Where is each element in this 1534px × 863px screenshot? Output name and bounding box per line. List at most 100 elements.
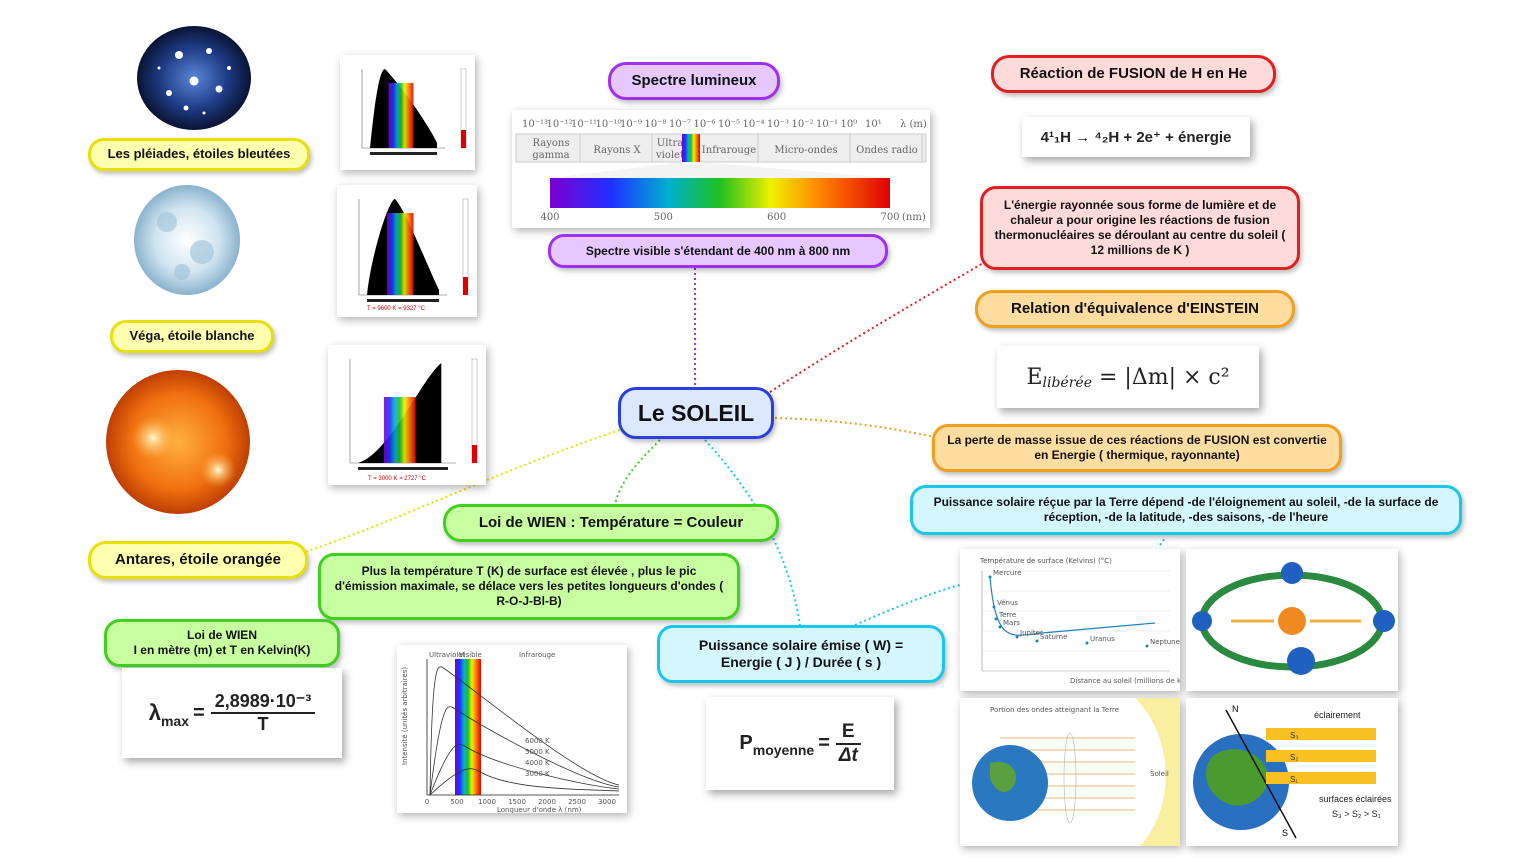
spectrum-exponent: 10⁻¹³ (522, 119, 548, 130)
center-title: Le SOLEIL (618, 387, 774, 439)
light-band-label: S₃ (1290, 731, 1299, 740)
vega-caption: T = 9600 K = 9327 °C (367, 306, 425, 312)
spectrum-band-label: Ultra (657, 138, 683, 149)
spectrum-exponent: 10⁻⁷ (669, 119, 691, 130)
antares-caption: T = 3000 K = 2727 °C (368, 476, 426, 482)
planet-point (992, 605, 996, 609)
thermometer-fill (472, 445, 477, 463)
spectrum-exponent: 10⁻¹² (547, 119, 573, 130)
wien-y-label: Intensité (unités arbitraires) (401, 667, 409, 765)
spectrum-visible-slice (682, 134, 700, 162)
nm-unit: (nm) (902, 212, 926, 223)
spectrum-exponent: 10⁰ (841, 119, 858, 130)
wien-x-tick: 2000 (538, 798, 556, 806)
connector-received-top (1159, 537, 1166, 546)
spectrum-exponent: 10⁻¹ (816, 119, 838, 130)
planck-caption-bar (370, 152, 437, 155)
spectrum-band-strip (515, 133, 927, 163)
planet-point (994, 617, 998, 621)
spectrum-exponent: 10⁻⁴ (743, 119, 765, 130)
vega-image (134, 185, 240, 295)
spectrum-exponent: 10⁻⁸ (645, 119, 667, 130)
antares-spectrum-chart: T = 3000 K = 2727 °C (328, 345, 486, 485)
einstein-title: Relation d'équivalence d'EINSTEIN (975, 290, 1295, 328)
seasons-diagram (1186, 549, 1398, 691)
spectrum-band-label: Rayons X (593, 145, 641, 156)
planck-caption-bar (358, 467, 448, 470)
light-band (1266, 772, 1376, 784)
temp-x-label: Distance au soleil (millions de km) (1070, 677, 1180, 685)
nm-tick-label: 700 (880, 212, 899, 223)
planck-visible-band (387, 213, 414, 295)
antares-planck-curve (349, 358, 478, 470)
rays-svg: Portion des ondes atteignant la Terre Sol… (972, 698, 1180, 846)
wien-region-label: Visible (459, 651, 482, 659)
spectrum-zoom-cone (550, 162, 890, 178)
planet-label: Vénus (997, 599, 1018, 607)
power-formula: P moyenne = E Δt (706, 697, 894, 790)
ray-lens (1063, 732, 1077, 824)
planet-label: Saturne (1040, 633, 1067, 641)
wien-lambda-sub: max (160, 713, 189, 729)
vega-spectrum-chart: T = 9600 K = 9327 °C (337, 185, 477, 317)
planet-label: Mercure (993, 569, 1021, 577)
spectrum-exponent: 10⁻⁵ (718, 119, 740, 130)
wien-formula: λ max = 2,8989·10⁻³ T (122, 668, 342, 758)
spectrum-band-label: gamma (532, 150, 569, 161)
thermometer-fill (461, 130, 466, 148)
planet-point (988, 575, 992, 579)
wien-denominator: T (257, 714, 269, 734)
einstein-formula: E libérée = |Δm| × c² (997, 346, 1259, 408)
wien-curve (429, 706, 620, 796)
earth-axis (1225, 709, 1297, 839)
visible-gradient-bar (550, 178, 890, 208)
spectrum-exponent: 10¹ (865, 119, 882, 130)
planet-label: Neptune (1150, 638, 1180, 646)
wien-title: Loi de WIEN : Température = Couleur (443, 504, 779, 542)
wien-x-tick: 1500 (508, 798, 526, 806)
pleiades-image (137, 26, 251, 130)
spectrum-exponent: 10⁻⁹ (620, 119, 642, 130)
pleiades-label: Les pléiades, étoiles bleutées (88, 138, 310, 171)
earth-icon (1287, 647, 1315, 675)
spectrum-exponent: 10⁻¹⁰ (596, 119, 622, 130)
light-band-label: S₂ (1290, 753, 1298, 762)
connector-einstein (774, 417, 936, 438)
wien-curve-label: 4000 K (525, 759, 550, 767)
wien-x-tick: 500 (450, 798, 463, 806)
wien-units: Loi de WIEN I en mètre (m) et T en Kelvi… (104, 619, 340, 667)
power-P-sub: moyenne (752, 741, 815, 758)
south-label: S (1282, 828, 1288, 838)
sun-glow (1135, 698, 1180, 846)
visible-spectrum-label: Spectre visible s'étendant de 400 nm à 8… (548, 234, 888, 268)
antares-image (106, 370, 250, 514)
spectrum-band-label: Micro-ondes (774, 145, 837, 156)
planet-label: Jupiter (1019, 629, 1043, 637)
wien-curve (429, 743, 620, 796)
light-band-label: S₁ (1290, 775, 1298, 784)
wien-region-label: Ultraviolet (429, 651, 466, 659)
wien-numerator: 2,8989·10⁻³ (210, 691, 316, 714)
wien-region-label: Infrarouge (519, 651, 555, 659)
power-numerator: E (835, 721, 861, 745)
sun-icon (1278, 607, 1306, 635)
nm-tick-label: 400 (540, 212, 559, 223)
spectrum-exponent: 10⁻² (792, 119, 814, 130)
spectrum-exponent: 10⁻¹¹ (571, 119, 597, 130)
thermometer-fill (463, 277, 468, 295)
eclairement-label: éclairement (1314, 710, 1361, 720)
temp-chart-title: Température de surface (Kelvins) (°C) (979, 557, 1112, 565)
light-band (1266, 728, 1376, 740)
planet-point (1035, 639, 1039, 643)
connector-wien (614, 439, 661, 506)
rays-diagram: Portion des ondes atteignant la Terre Sol… (960, 698, 1180, 846)
spectrum-exponent: 10⁻³ (767, 119, 789, 130)
temperature-distance-chart: Température de surface (Kelvins) (°C) Mer… (960, 549, 1191, 691)
earth-land (990, 761, 1016, 793)
einstein-sub: libérée (1042, 375, 1092, 391)
light-band (1266, 750, 1376, 762)
vega-label: Véga, étoile blanche (110, 320, 274, 353)
